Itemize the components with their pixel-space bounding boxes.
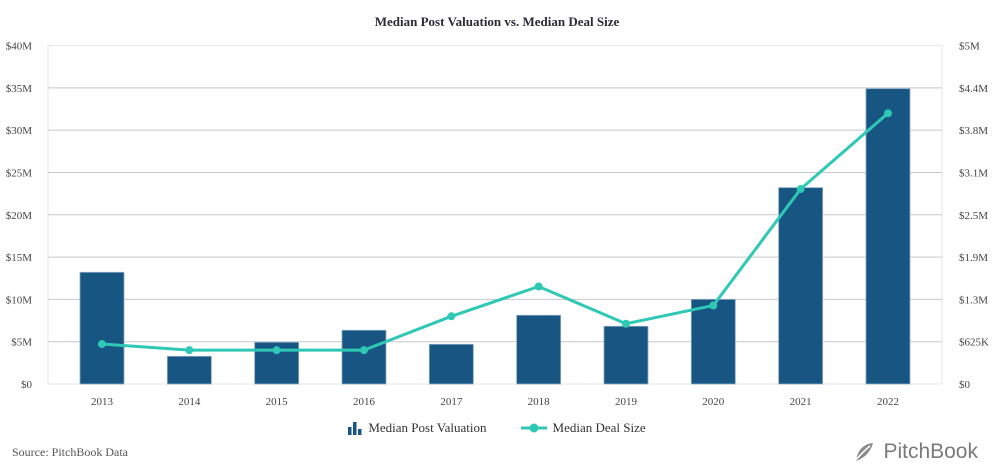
left-tick-label: $5M <box>11 337 32 349</box>
x-tick-label: 2015 <box>266 396 289 408</box>
x-tick-label: 2021 <box>790 396 812 408</box>
left-tick-label: $0 <box>21 379 33 391</box>
bar-chart-icon <box>348 421 362 435</box>
right-tick-label: $1.9M <box>959 252 988 264</box>
right-tick-label: $3.1M <box>959 167 988 179</box>
legend-item-line[interactable]: Median Deal Size <box>520 420 646 436</box>
right-tick-label: $0 <box>959 379 971 391</box>
right-tick-label: $4.4M <box>959 83 988 95</box>
bar-2017 <box>428 343 474 385</box>
point-2019 <box>621 319 630 328</box>
x-tick-label: 2020 <box>702 396 725 408</box>
point-2013 <box>98 340 106 349</box>
right-tick-label: $3.8M <box>959 125 988 137</box>
bar-2021 <box>778 187 824 385</box>
logo-text: PitchBook <box>883 440 978 463</box>
x-tick-label: 2018 <box>528 396 551 408</box>
right-tick-label: $5M <box>959 41 980 53</box>
legend-label: Median Deal Size <box>552 420 646 435</box>
right-tick-label: $1.3M <box>959 294 988 306</box>
right-tick-label: $2.5M <box>959 210 988 222</box>
point-2016 <box>359 346 368 355</box>
right-tick-label: $625K <box>959 337 989 349</box>
legend-label: Median Post Valuation <box>368 420 487 435</box>
x-tick-label: 2019 <box>615 396 638 408</box>
pitchbook-leaf-icon <box>853 443 874 463</box>
line-median-deal-size <box>101 112 889 352</box>
left-tick-label: $35M <box>6 83 33 95</box>
point-2022 <box>883 109 892 118</box>
bar-2016 <box>341 329 387 385</box>
legend-item-bar[interactable]: Median Post Valuation <box>348 420 487 436</box>
bar-2014 <box>166 355 212 385</box>
x-tick-label: 2014 <box>178 396 201 408</box>
x-tick-label: 2022 <box>877 396 899 408</box>
pitchbook-logo: PitchBook <box>853 440 978 464</box>
left-tick-label: $20M <box>6 210 33 222</box>
bar-2013 <box>79 271 125 385</box>
left-tick-label: $40M <box>6 41 33 53</box>
point-2021 <box>796 185 805 194</box>
left-tick-label: $15M <box>6 252 33 264</box>
point-2017 <box>447 312 456 321</box>
bar-2018 <box>516 314 562 385</box>
point-2015 <box>272 346 281 355</box>
bar-2020 <box>690 298 736 385</box>
left-tick-label: $10M <box>6 294 33 306</box>
bar-2022 <box>865 88 911 385</box>
legend: Median Post Valuation Median Deal Size <box>0 420 994 436</box>
left-tick-label: $30M <box>6 125 33 137</box>
left-tick-label: $25M <box>6 167 33 179</box>
chart-title: Median Post Valuation vs. Median Deal Si… <box>374 14 620 29</box>
point-2018 <box>534 282 543 291</box>
bar-2019 <box>603 325 649 385</box>
x-tick-label: 2013 <box>91 396 114 408</box>
x-tick-label: 2017 <box>440 396 463 408</box>
source-note: Source: PitchBook Data <box>12 445 128 459</box>
point-2014 <box>185 346 194 355</box>
point-2020 <box>709 301 718 310</box>
line-marker-icon <box>520 423 547 433</box>
x-tick-label: 2016 <box>353 396 376 408</box>
